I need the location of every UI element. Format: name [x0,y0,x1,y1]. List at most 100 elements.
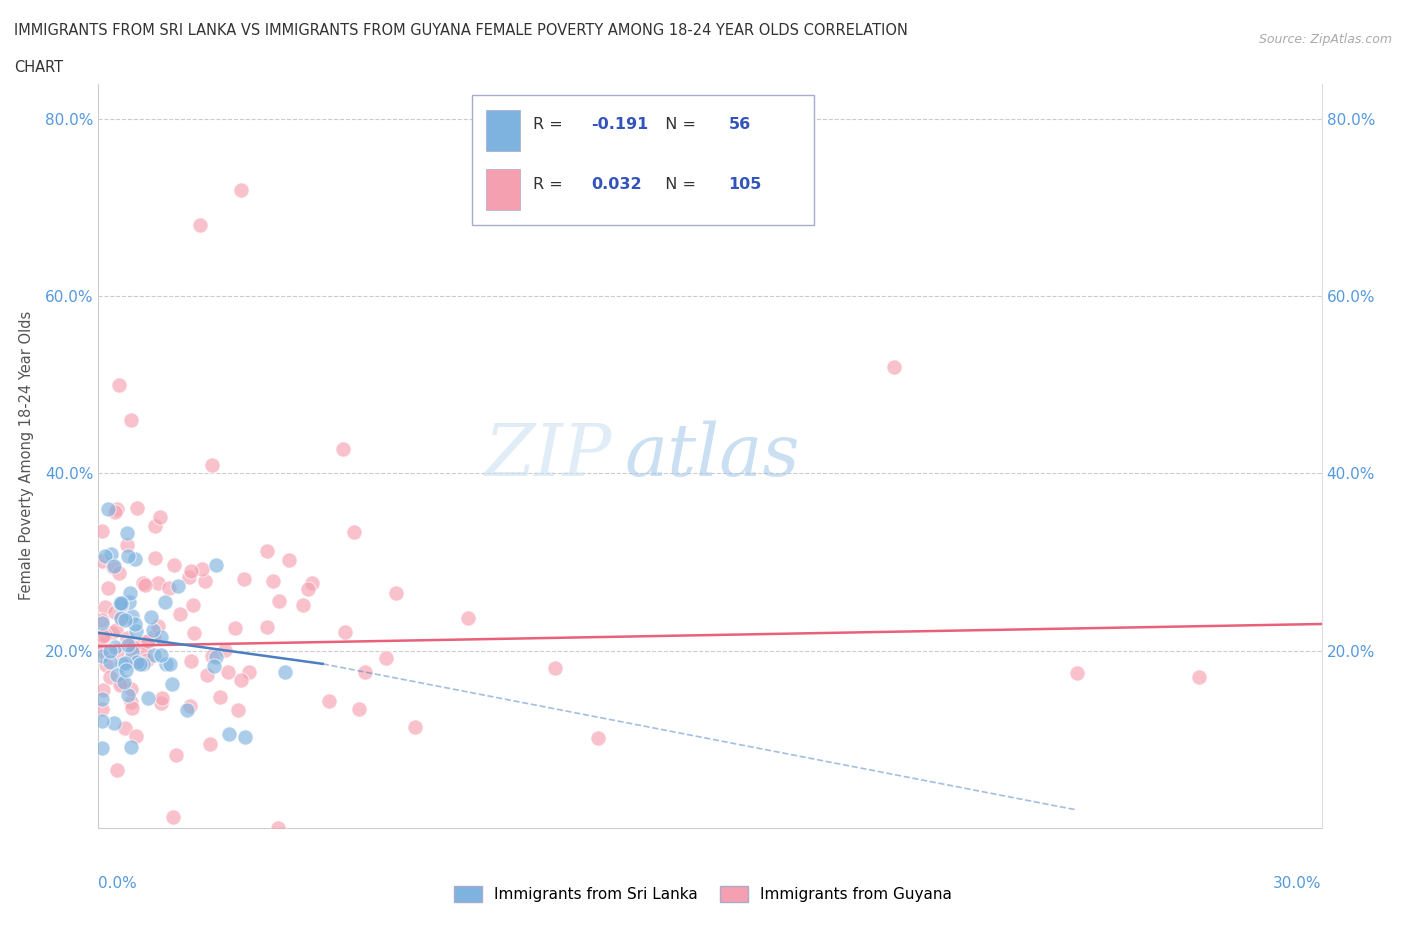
Point [91,616,114,631]
Point [134,578,156,593]
Point [91,612,114,627]
Point [190,562,212,577]
Point [110,598,132,613]
Bar [486,169,520,210]
Point [231,182,253,197]
Point [375,651,398,666]
Point [198,737,221,751]
Point [136,633,159,648]
Point [117,637,139,652]
Point [233,730,256,745]
Point [333,624,356,639]
Point [135,652,157,667]
Point [457,611,479,626]
Point [204,649,226,664]
Point [115,525,138,540]
Point [91,648,114,663]
Point [318,693,340,708]
Point [110,597,132,612]
Point [205,557,228,572]
Point [125,728,148,743]
Text: R =: R = [533,177,568,192]
Point [343,525,366,539]
Text: -0.191: -0.191 [592,117,648,132]
Text: ZIP: ZIP [485,420,612,491]
Point [146,575,169,590]
Point [332,441,354,456]
Point [167,578,190,593]
Point [883,360,905,375]
Point [117,548,139,563]
Point [238,664,260,679]
Point [139,610,162,625]
Point [111,657,134,671]
Point [91,701,114,716]
Point [91,554,114,569]
Point [98,644,121,658]
Point [122,640,145,655]
Point [108,378,131,392]
Point [104,639,127,654]
Point [267,820,290,835]
Point [162,809,184,824]
Point [132,576,155,591]
Point [143,647,166,662]
Text: Source: ZipAtlas.com: Source: ZipAtlas.com [1258,33,1392,46]
Point [180,654,202,669]
Text: 0.032: 0.032 [592,177,643,192]
Point [183,625,205,640]
Point [91,644,114,658]
Point [132,644,155,659]
Point [179,698,201,713]
Point [120,739,142,754]
Point [91,740,114,755]
Point [128,655,150,670]
Point [127,500,149,515]
Point [214,643,236,658]
Text: R =: R = [533,117,568,132]
Text: 0.0%: 0.0% [98,876,138,891]
Point [120,695,142,710]
Point [129,657,152,671]
Point [100,626,122,641]
Text: CHART: CHART [14,60,63,75]
Point [292,598,315,613]
Point [97,502,120,517]
Point [149,695,172,710]
Point [142,630,165,644]
Point [404,720,426,735]
Point [108,677,131,692]
Point [269,593,291,608]
Point [148,618,170,633]
Point [114,613,136,628]
Point [91,683,114,698]
Point [136,690,159,705]
Legend: Immigrants from Sri Lanka, Immigrants from Guyana: Immigrants from Sri Lanka, Immigrants fr… [449,880,957,909]
Point [301,576,323,591]
Point [124,617,146,631]
Point [226,702,249,717]
Point [127,655,149,670]
Point [217,665,239,680]
Point [353,665,375,680]
Point [1188,670,1211,684]
Point [115,538,138,552]
Point [111,676,134,691]
Point [163,558,186,573]
Point [143,551,166,565]
Point [256,543,278,558]
Point [101,559,124,574]
Point [201,649,224,664]
Point [202,658,225,673]
Point [233,571,256,586]
Point [91,524,114,538]
Bar [486,110,520,151]
Point [208,689,231,704]
Point [104,604,127,619]
Point [94,628,117,643]
Point [274,665,297,680]
Point [153,594,176,609]
Point [105,501,128,516]
Point [121,701,143,716]
Point [114,656,136,671]
